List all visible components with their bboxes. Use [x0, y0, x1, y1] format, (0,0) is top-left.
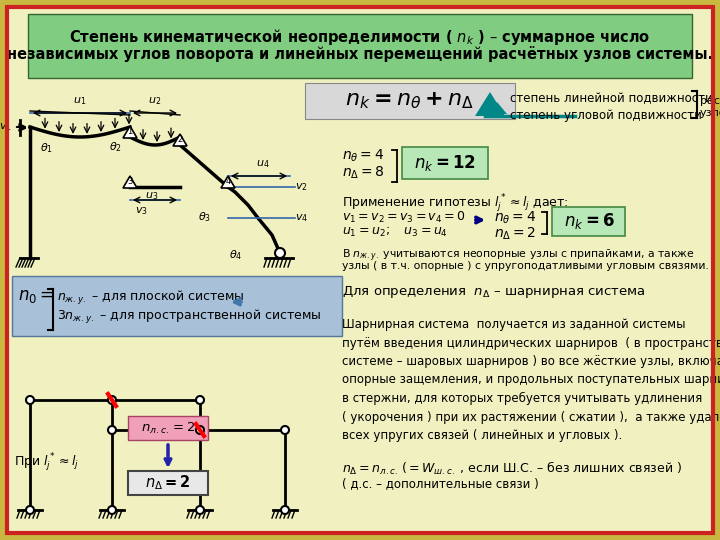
- Text: Степень кинематической неопределимости ( $n_k$ ) – суммарное число: Степень кинематической неопределимости (…: [69, 27, 651, 47]
- Text: узлы ( в т.ч. опорные ) с упругоподатливыми угловым связями.: узлы ( в т.ч. опорные ) с упругоподатлив…: [342, 261, 709, 271]
- Text: 1: 1: [127, 127, 132, 137]
- Text: Шарнирная система  получается из заданной системы
путём введения цилиндрических : Шарнирная система получается из заданной…: [342, 318, 720, 442]
- Text: $\theta_1$: $\theta_1$: [40, 141, 53, 155]
- Circle shape: [196, 396, 204, 404]
- Text: $u_2$: $u_2$: [148, 95, 161, 107]
- Circle shape: [108, 396, 116, 404]
- Text: $\boldsymbol{n_\Delta = 2}$: $\boldsymbol{n_\Delta = 2}$: [145, 474, 191, 492]
- Bar: [28, 14, 692, 78]
- Text: Применение гипотезы $l^*_j \approx l_j$ дает:: Применение гипотезы $l^*_j \approx l_j$ …: [342, 193, 569, 215]
- Text: $u_1$: $u_1$: [73, 95, 86, 107]
- Bar: [128, 416, 208, 440]
- Text: $\theta_2$: $\theta_2$: [109, 140, 122, 154]
- Text: $n_{ж.у.}$ – для плоской системы: $n_{ж.у.}$ – для плоской системы: [57, 289, 245, 307]
- Bar: [12, 276, 342, 336]
- Text: $u_3$: $u_3$: [145, 190, 158, 202]
- Text: $\theta_4$: $\theta_4$: [229, 248, 242, 262]
- Text: $v_2$: $v_2$: [295, 181, 307, 193]
- Bar: [552, 207, 625, 236]
- Text: $3n_{ж.у.}$ – для пространственной системы: $3n_{ж.у.}$ – для пространственной систе…: [57, 308, 322, 326]
- Text: расчётных
узлов: расчётных узлов: [700, 96, 720, 118]
- Text: $v_4$: $v_4$: [295, 212, 308, 224]
- Text: 3: 3: [127, 178, 132, 186]
- Text: $\boldsymbol{n_k = 6}$: $\boldsymbol{n_k = 6}$: [564, 211, 614, 231]
- Text: $n_\theta = 4$: $n_\theta = 4$: [494, 210, 536, 226]
- Text: $v_3$: $v_3$: [135, 205, 148, 217]
- Text: $n_0 =$: $n_0 =$: [18, 287, 54, 305]
- Polygon shape: [487, 102, 507, 114]
- Text: $u_4$: $u_4$: [256, 158, 270, 170]
- Text: ( д.с. – дополнительные связи ): ( д.с. – дополнительные связи ): [342, 477, 539, 490]
- Text: $n_\Delta = n_{л.с.}\,( = W_{ш.с.}$ , если Ш.С. – без лишних связей ): $n_\Delta = n_{л.с.}\,( = W_{ш.с.}$ , ес…: [342, 460, 682, 477]
- Circle shape: [108, 426, 116, 434]
- Bar: [402, 147, 488, 179]
- Circle shape: [108, 506, 116, 514]
- Text: 4: 4: [225, 178, 230, 186]
- Text: $n_\Delta = 8$: $n_\Delta = 8$: [342, 165, 384, 181]
- Polygon shape: [123, 176, 137, 188]
- Text: 2: 2: [177, 136, 183, 145]
- Text: $v_1 = v_2 = v_3 = v_4 = 0$: $v_1 = v_2 = v_3 = v_4 = 0$: [342, 210, 466, 225]
- Circle shape: [26, 506, 34, 514]
- Text: $\theta_3$: $\theta_3$: [199, 210, 212, 224]
- Circle shape: [26, 396, 34, 404]
- Text: $u_1 = u_2;\quad u_3 = u_4$: $u_1 = u_2;\quad u_3 = u_4$: [342, 226, 448, 239]
- Text: $n_\Delta = 2$: $n_\Delta = 2$: [494, 226, 536, 242]
- Circle shape: [196, 426, 204, 434]
- Bar: [28, 14, 692, 78]
- Circle shape: [281, 506, 289, 514]
- Text: $n_{л.с.} = 2$: $n_{л.с.} = 2$: [140, 421, 195, 436]
- Text: $v_1$: $v_1$: [0, 121, 12, 133]
- Bar: [128, 416, 208, 440]
- Text: $n_\theta = 4$: $n_\theta = 4$: [342, 148, 384, 164]
- Bar: [128, 471, 208, 495]
- Polygon shape: [475, 92, 505, 116]
- Polygon shape: [221, 176, 235, 188]
- Text: В $n_{ж.у.}$ учитываются неопорные узлы с припайками, а также: В $n_{ж.у.}$ учитываются неопорные узлы …: [342, 248, 695, 265]
- Bar: [12, 276, 342, 336]
- Text: степень линейной подвижности: степень линейной подвижности: [510, 92, 713, 105]
- Text: При $l^*_j \approx l_j$: При $l^*_j \approx l_j$: [14, 452, 79, 474]
- Bar: [305, 83, 515, 119]
- Circle shape: [196, 506, 204, 514]
- Text: $\boldsymbol{n_k = 12}$: $\boldsymbol{n_k = 12}$: [414, 153, 476, 173]
- Bar: [128, 471, 208, 495]
- Circle shape: [281, 426, 289, 434]
- Bar: [552, 207, 625, 236]
- Text: степень угловой подвижности: степень угловой подвижности: [510, 109, 702, 122]
- Text: Для определения  $n_\Delta$ – шарнирная система: Для определения $n_\Delta$ – шарнирная с…: [342, 284, 645, 300]
- Text: независимых углов поворота и линейных перемещений расчётных узлов системы.: независимых углов поворота и линейных пе…: [7, 46, 713, 62]
- Polygon shape: [173, 134, 187, 146]
- Bar: [305, 83, 515, 119]
- Text: $\boldsymbol{n_k = n_\theta + n_\Delta}$: $\boldsymbol{n_k = n_\theta + n_\Delta}$: [346, 91, 474, 111]
- Bar: [402, 147, 488, 179]
- Circle shape: [275, 248, 285, 258]
- Polygon shape: [123, 126, 137, 138]
